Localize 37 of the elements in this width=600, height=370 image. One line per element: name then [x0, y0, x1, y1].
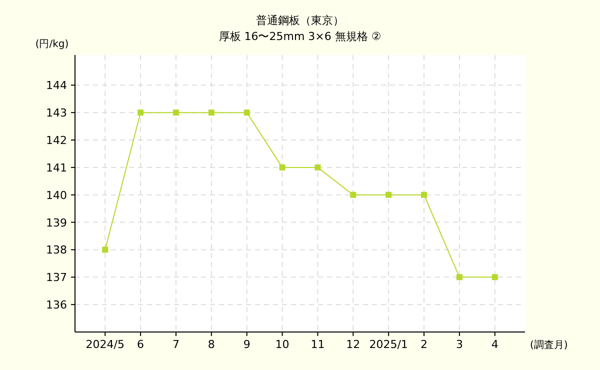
point	[279, 164, 286, 170]
point	[421, 192, 428, 198]
chart-title: 普通鋼板（東京）	[256, 14, 344, 27]
point	[172, 110, 179, 116]
x-tick-label: 3	[456, 338, 463, 351]
x-axis-title: (調査月)	[530, 339, 568, 351]
x-tick-label: 10	[275, 338, 290, 351]
point	[350, 192, 356, 198]
y-tick-label: 137	[46, 271, 67, 284]
y-tick-label: 144	[46, 79, 67, 92]
point	[456, 274, 462, 280]
point	[102, 246, 108, 253]
point	[314, 164, 321, 170]
x-tick-label: 2025/1	[369, 338, 408, 351]
y-tick-label: 138	[46, 244, 67, 257]
x-tick-label: 4	[491, 338, 498, 351]
y-tick-label: 141	[46, 161, 67, 174]
y-tick-label: 136	[46, 298, 67, 312]
y-tick-label: 139	[46, 216, 67, 230]
x-tick-label: 2	[420, 338, 428, 351]
point	[386, 192, 392, 198]
x-tick-label: 7	[172, 338, 180, 351]
x-tick-label: 2024/5	[86, 338, 124, 351]
chart-subtitle: 厚板 16〜25mm 3×6 無規格 ②	[218, 30, 382, 43]
point	[208, 110, 214, 116]
x-tick-label: 8	[208, 338, 215, 351]
point	[138, 110, 144, 116]
y-tick-label: 142	[46, 134, 67, 148]
x-tick-label: 11	[310, 338, 325, 351]
x-tick-label: 12	[346, 338, 360, 351]
x-tick-label: 9	[243, 338, 250, 351]
point	[492, 274, 498, 280]
y-tick-label: 143	[46, 106, 67, 120]
point	[244, 110, 250, 116]
y-axis-title: (円/kg)	[35, 39, 69, 50]
y-tick-label: 140	[46, 188, 67, 202]
x-tick-label: 6	[137, 338, 144, 351]
